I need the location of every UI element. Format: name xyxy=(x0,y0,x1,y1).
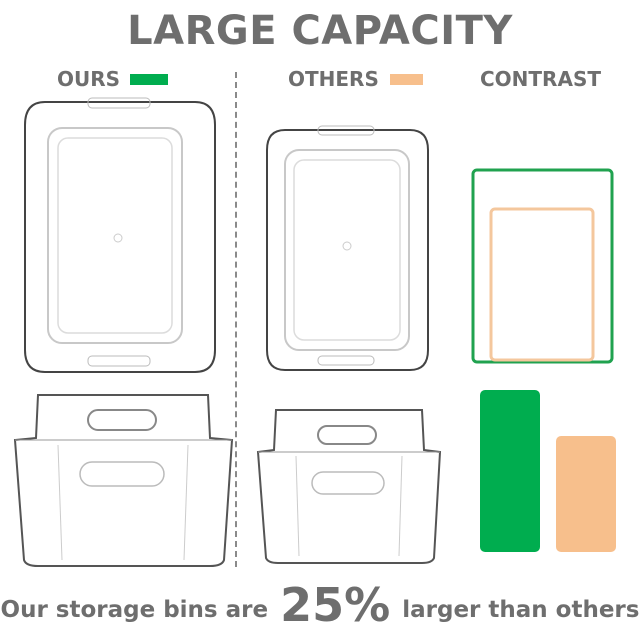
others-color-swatch xyxy=(390,74,423,85)
ours-size-outline xyxy=(471,168,614,364)
label-ours: OURS xyxy=(57,67,121,91)
ours-bin-front-view xyxy=(13,394,234,567)
others-size-outline xyxy=(489,207,595,362)
label-contrast: CONTRAST xyxy=(480,67,601,91)
ours-bin-top-view xyxy=(24,97,216,373)
tagline-before: Our storage bins are xyxy=(0,597,269,623)
tagline-after: larger than others xyxy=(402,597,640,623)
others-capacity-bar xyxy=(556,436,616,552)
others-bin-top-view xyxy=(266,125,429,371)
ours-capacity-bar xyxy=(480,390,540,552)
others-bin-front-view xyxy=(256,409,442,564)
dashed-divider xyxy=(235,72,237,567)
ours-color-swatch xyxy=(130,74,168,85)
tagline: Our storage bins are 25% larger than oth… xyxy=(0,578,640,632)
page-title: LARGE CAPACITY xyxy=(127,8,513,54)
label-others: OTHERS xyxy=(288,67,379,91)
tagline-percentage: 25% xyxy=(280,578,391,632)
